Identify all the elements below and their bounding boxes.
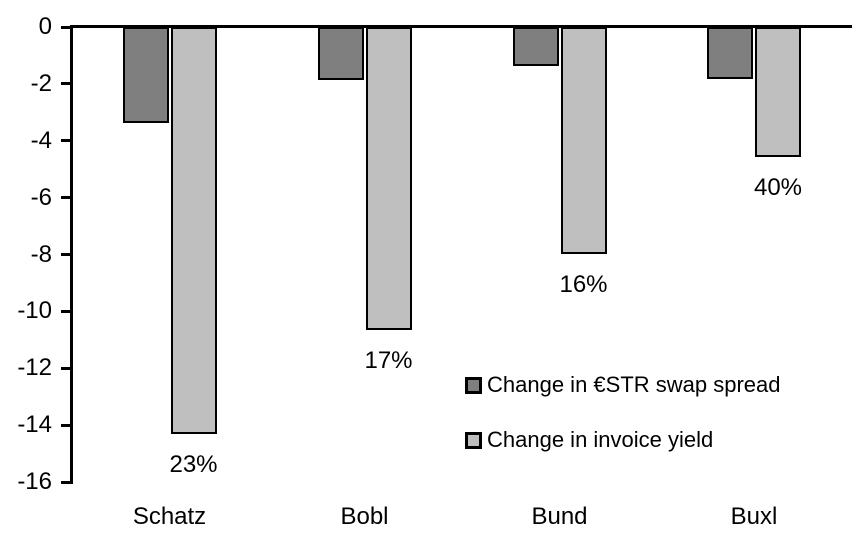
y-axis-tick-label: -14 [17,411,52,439]
bar-value-label-bobl: 17% [364,347,413,374]
x-axis-category-label-buxl: Buxl [730,503,778,530]
y-axis-tick-label: 0 [38,13,52,40]
y-axis-tick [61,139,70,143]
y-axis-tick [61,309,70,313]
bar-change-in-str-swap-spread-bobl [317,27,364,80]
bar-change-in-str-swap-spread-bund [512,27,559,66]
x-axis-category-label-bobl: Bobl [340,503,389,530]
legend: Change in €STR swap spread Change in inv… [465,372,781,482]
y-axis-tick [61,366,70,370]
y-axis-tick-label: -2 [30,69,52,97]
bar-change-in-str-swap-spread-buxl [707,27,753,79]
y-axis-tick [61,480,70,484]
y-axis-tick-label: -16 [17,468,52,495]
legend-item-swap-spread: Change in €STR swap spread [465,372,781,398]
y-axis-line [70,25,73,484]
legend-item-invoice-yield: Change in invoice yield [465,427,781,453]
bar-change-in-invoice-yield-schatz [170,27,217,434]
y-axis-tick-label: -10 [17,297,52,325]
bar-change-in-str-swap-spread-schatz [122,27,169,123]
y-axis-tick [61,196,70,200]
y-axis-tick [61,423,70,427]
y-axis-tick-label: -8 [30,240,52,268]
y-axis-tick-label: -12 [17,354,52,382]
x-axis-zero-line [70,25,852,28]
bar-change-in-invoice-yield-bund [560,27,607,254]
x-axis-category-label-bund: Bund [531,503,588,530]
legend-swatch-swap-spread [465,376,482,394]
y-axis-tick [61,25,70,29]
y-axis-tick [61,253,70,256]
x-axis-category-label-schatz: Schatz [132,503,207,530]
bar-value-label-bund: 16% [559,271,608,298]
bar-value-label-buxl: 40% [753,174,803,201]
y-axis-tick-label: -4 [30,126,52,154]
legend-label-invoice-yield: Change in invoice yield [487,427,714,452]
y-axis-tick [61,82,70,86]
legend-swatch-invoice-yield [465,431,482,449]
y-axis-tick-label: -6 [30,183,52,211]
bar-change-in-invoice-yield-buxl [755,27,801,157]
bar-change-in-invoice-yield-bobl [365,27,412,330]
bar-value-label-schatz: 23% [169,451,218,478]
legend-label-swap-spread: Change in €STR swap spread [487,372,781,397]
